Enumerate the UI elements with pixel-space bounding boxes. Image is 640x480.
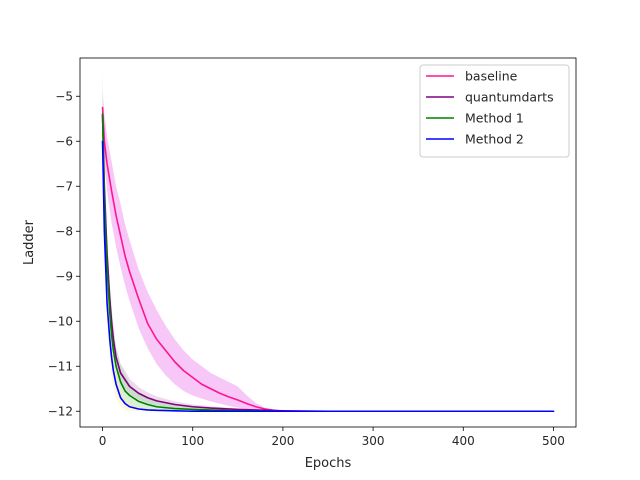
x-axis-label: Epochs — [305, 456, 352, 471]
legend: baseline quantumdarts Method 1 Method 2 — [419, 64, 570, 158]
legend-label: quantumdarts — [465, 90, 554, 105]
plot-frame — [79, 57, 577, 428]
x-tick-label: 300 — [362, 434, 385, 448]
y-tick-label: −6 — [55, 134, 73, 148]
x-tick-label: 400 — [452, 434, 475, 448]
x-tick-label: 500 — [542, 434, 565, 448]
x-axis-ticks: 0 100 200 300 400 500 — [99, 427, 565, 448]
x-tick-label: 100 — [181, 434, 204, 448]
y-tick-label: −12 — [48, 404, 73, 418]
series-lines — [101, 106, 555, 413]
legend-label: Method 2 — [465, 132, 524, 147]
y-tick-label: −9 — [55, 269, 73, 283]
y-tick-label: −8 — [55, 224, 73, 238]
y-axis-label: Ladder — [22, 219, 37, 265]
y-axis-ticks: −12 −11 −10 −9 −8 −7 −6 −5 — [48, 89, 80, 418]
legend-label: baseline — [465, 69, 518, 84]
legend-box — [419, 64, 570, 158]
y-tick-label: −10 — [48, 314, 73, 328]
y-tick-label: −7 — [55, 179, 73, 193]
x-tick-label: 0 — [99, 434, 107, 448]
x-tick-label: 200 — [271, 434, 294, 448]
line-series-3 — [101, 140, 555, 413]
y-tick-label: −5 — [55, 89, 73, 103]
y-tick-label: −11 — [48, 359, 73, 373]
legend-label: Method 1 — [465, 111, 524, 126]
